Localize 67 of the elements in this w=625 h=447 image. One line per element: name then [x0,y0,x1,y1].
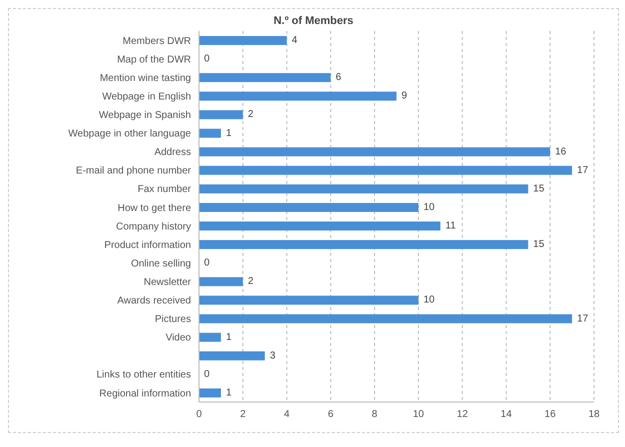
x-tick-label: 6 [328,409,334,420]
data-label: 17 [577,313,589,324]
y-tick-label: How to get there [118,202,192,214]
data-label: 2 [248,109,254,120]
y-tick-label: Pictures [154,314,191,326]
bar [199,166,572,175]
bar [199,388,221,398]
data-label: 6 [336,72,342,84]
data-label: 0 [204,258,210,269]
x-tick-label: 8 [372,409,378,420]
x-tick-label: 14 [500,409,512,420]
data-label: 2 [248,276,254,288]
bar [199,277,243,286]
chart-title: N.º of Members [272,15,354,27]
bar [199,296,418,305]
y-tick-label: Product information [104,240,191,251]
bar [199,36,287,45]
bar [199,240,528,250]
data-label: 4 [292,35,298,46]
data-label: 1 [226,387,232,398]
x-tick-label: 2 [240,409,246,420]
y-tick-label: Company history [116,221,191,232]
bar [199,147,550,156]
y-tick-label: Video [166,332,192,344]
y-tick-label: Mention wine tasting [100,72,191,84]
y-tick-label: Address [154,147,191,158]
y-tick-label: Webpage in Spanish [98,110,191,122]
bar [199,202,418,212]
bar [199,128,221,138]
data-label: 3 [270,350,276,362]
x-tick-label: 0 [196,409,202,420]
x-tick-label: 12 [456,409,468,420]
data-label: 1 [226,128,232,139]
y-tick-label: Awards received [117,296,191,307]
data-label: 1 [226,332,232,343]
bar [199,351,265,360]
bar [199,73,331,82]
data-label: 16 [555,146,567,158]
y-tick-label: Webpage in other language [68,128,192,140]
y-tick-label: Map of the DWR [117,54,191,66]
x-tick-label: 10 [412,409,424,420]
x-tick-label: 4 [284,409,290,420]
y-tick-label: E-mail and phone number [76,166,192,177]
data-label: 10 [423,294,436,306]
bar [199,222,440,230]
data-label: 0 [204,54,210,65]
data-label: 11 [445,220,456,232]
bar [199,92,396,101]
data-label: 9 [402,90,408,102]
bar [199,314,572,324]
data-label: 15 [533,183,545,194]
bar [199,332,221,342]
bar [199,110,243,120]
x-tick-label: 16 [544,409,556,420]
data-label: 17 [577,164,589,176]
y-tick-label: Fax number [138,184,192,196]
y-tick-label: Webpage in English [102,91,191,102]
y-tick-label: Members DWR [122,36,191,47]
y-tick-label: Newsletter [144,276,192,288]
data-label: 10 [423,202,436,213]
y-tick-label: Links to other entities [96,370,191,381]
bar [199,184,528,194]
data-label: 0 [204,368,210,380]
y-tick-label: Regional information [99,388,191,400]
data-label: 15 [533,239,545,250]
x-tick-label: 18 [588,409,600,420]
y-tick-label: Online selling [130,258,191,270]
